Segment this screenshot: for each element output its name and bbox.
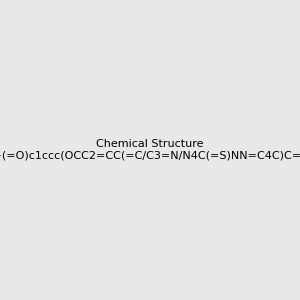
Text: Chemical Structure
O=N+(=O)c1ccc(OCC2=CC(=C/C3=N/N4C(=S)NN=C4C)C=C2OC: Chemical Structure O=N+(=O)c1ccc(OCC2=CC…	[0, 139, 300, 161]
